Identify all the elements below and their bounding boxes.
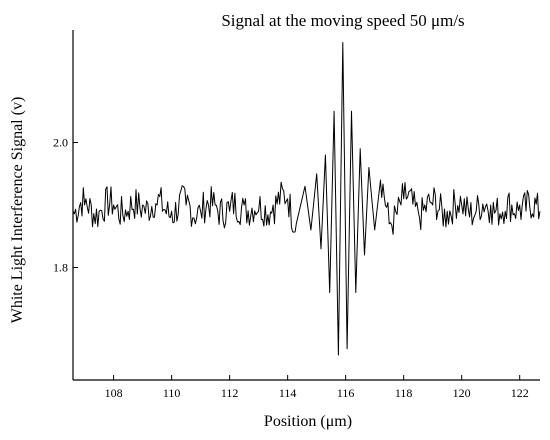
x-tick-label: 120 xyxy=(453,386,471,400)
signal-line xyxy=(72,42,541,356)
x-axis-label: Position (μm) xyxy=(264,413,352,430)
chart-title: Signal at the moving speed 50 μm/s xyxy=(221,11,464,30)
y-tick-label: 2.0 xyxy=(53,136,68,150)
x-tick-label: 108 xyxy=(105,386,123,400)
x-tick-label: 118 xyxy=(395,386,413,400)
y-axis-label: White Light Interference Signal (v) xyxy=(9,97,26,324)
y-tick-label: 1.8 xyxy=(53,261,68,275)
y-tick-group: 1.8 2.0 xyxy=(53,136,78,275)
x-tick-label: 116 xyxy=(337,386,355,400)
x-tick-label: 112 xyxy=(221,386,239,400)
x-tick-label: 114 xyxy=(279,386,297,400)
x-tick-label: 110 xyxy=(163,386,181,400)
x-tick-group: 108 110 112 114 116 118 120 122 xyxy=(105,375,529,400)
x-tick-label: 122 xyxy=(511,386,529,400)
